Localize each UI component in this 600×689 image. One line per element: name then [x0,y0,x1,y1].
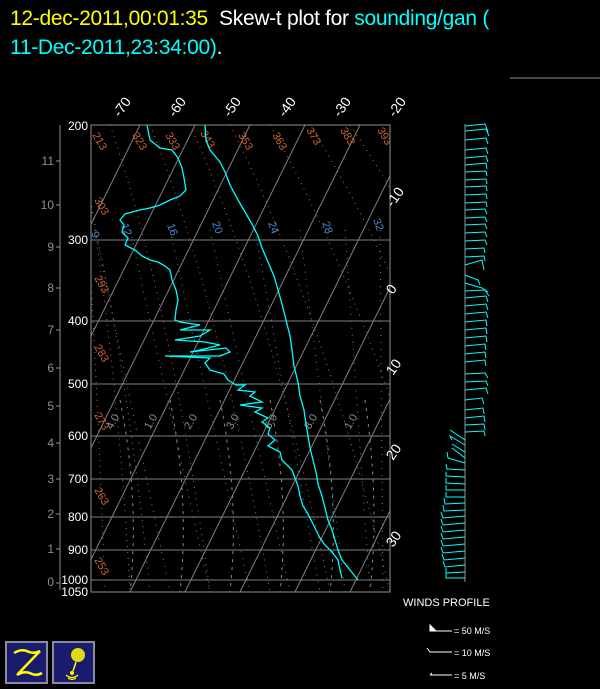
svg-text:373: 373 [303,126,323,148]
right-temperature-labels: -10 0 10 20 30 [382,184,407,550]
svg-text:6: 6 [47,361,54,375]
legend-50ms: = 50 M/S [454,626,491,636]
svg-text:253: 253 [91,556,111,578]
svg-text:-30: -30 [329,94,354,120]
svg-text:28: 28 [319,220,334,236]
wind-profile [440,123,490,582]
svg-text:10: 10 [41,198,55,212]
svg-text:2: 2 [47,507,54,521]
svg-text:303: 303 [91,196,111,218]
zebra-logo[interactable] [5,641,48,684]
svg-text:4: 4 [47,436,54,450]
svg-text:1.0: 1.0 [342,412,360,431]
svg-text:-10: -10 [382,184,407,210]
svg-text:-50: -50 [219,94,244,120]
moist-adiabats [119,399,375,592]
upper-wind-barbs [464,123,490,437]
svg-text:200: 200 [68,119,88,133]
svg-text:1: 1 [47,542,54,556]
balloon-icon [65,648,85,681]
svg-text:1050: 1050 [61,585,88,599]
isobars [91,239,390,581]
moist-adiabat-labels: 4.0 1.0 2.0 3.0 6.0 8.0 1.0 [104,412,360,431]
winds-profile-title: WINDS PROFILE [403,597,490,609]
sounding-balloon-logo[interactable] [52,641,95,684]
svg-text:700: 700 [68,472,88,486]
svg-text:12: 12 [118,222,133,238]
temperature-trace [204,125,359,581]
svg-text:0: 0 [382,281,400,297]
title-label: Skew-t plot for [219,7,349,30]
lower-wind-barbs [440,429,466,579]
isotherms [91,125,390,592]
svg-text:600: 600 [68,429,88,443]
title-valid-time: 11-Dec-2011,23:34:00) [10,36,217,59]
svg-text:20: 20 [382,441,404,463]
svg-text:0: 0 [47,575,54,589]
svg-text:30: 30 [382,528,404,550]
title-source: sounding/gan ( [354,7,490,30]
svg-text:5: 5 [47,399,54,413]
svg-text:2.0: 2.0 [182,412,200,431]
svg-text:1000: 1000 [61,573,88,587]
svg-text:7: 7 [47,323,54,337]
svg-text:400: 400 [68,314,88,328]
svg-text:8: 8 [47,281,54,295]
legend-10ms: = 10 M/S [454,648,491,658]
barb-5-icon [429,672,433,676]
dewpoint-trace [119,125,343,579]
title-timestamp: 12-dec-2011,00:01:35 [10,7,208,30]
svg-text:393: 393 [374,126,394,148]
svg-text:20: 20 [209,220,224,236]
barb-10-icon [426,647,452,653]
mixing-ratio-lines [94,229,384,592]
svg-text:363: 363 [269,131,289,153]
svg-text:10: 10 [382,356,404,378]
mixing-ratio-labels: 9 12 16 20 24 28 32 [88,217,386,240]
svg-text:-60: -60 [164,94,189,120]
svg-text:32: 32 [370,217,385,233]
pennant-50-icon [429,623,438,632]
legend-barbs [426,623,452,676]
svg-text:213: 213 [89,131,109,153]
zebra-z-icon [13,649,43,677]
height-axis-labels: 11 10 9 8 7 6 5 4 3 2 1 0 [41,154,60,589]
svg-text:283: 283 [91,343,111,365]
svg-text:-70: -70 [109,94,134,120]
svg-text:323: 323 [129,131,149,153]
svg-text:-40: -40 [274,94,299,120]
svg-text:3: 3 [47,472,54,486]
svg-text:300: 300 [68,233,88,247]
svg-text:1.0: 1.0 [142,412,160,431]
svg-text:263: 263 [91,486,111,508]
dry-adiabat-labels: 213 323 333 343 353 363 373 383 393 303 … [89,126,394,578]
svg-text:383: 383 [337,126,357,148]
pressure-axis-labels: 200 300 400 500 600 700 800 900 1000 105… [61,119,88,599]
svg-text:3.0: 3.0 [224,412,242,431]
svg-text:500: 500 [68,377,88,391]
svg-text:800: 800 [68,510,88,524]
top-temperature-labels: -70 -60 -50 -40 -30 -20 [109,94,409,120]
svg-text:900: 900 [68,543,88,557]
svg-text:11: 11 [42,154,55,168]
svg-text:9: 9 [47,240,54,254]
svg-text:24: 24 [265,220,280,236]
svg-text:9: 9 [88,230,101,240]
legend-5ms: = 5 M/S [454,671,486,681]
plot-title: 12-dec-2011,00:01:35 Skew-t plot for sou… [10,7,490,59]
plot-frame [90,124,391,593]
dry-adiabats [91,125,390,592]
svg-text:-20: -20 [384,94,409,120]
svg-text:16: 16 [164,222,179,238]
